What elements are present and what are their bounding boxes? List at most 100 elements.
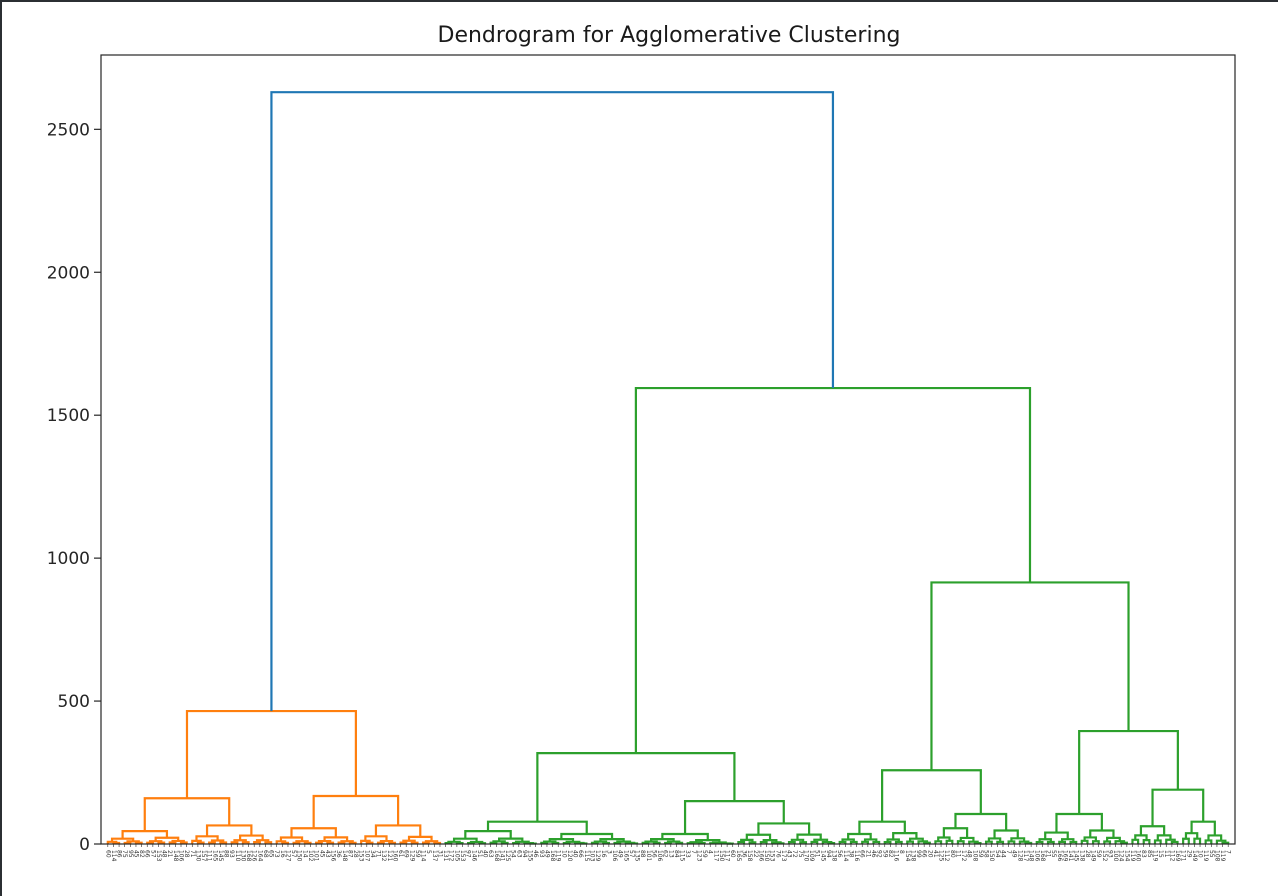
x-leaf-label: 54 xyxy=(994,850,1001,858)
x-leaf-label: 150 xyxy=(718,850,725,862)
dendrogram-link-49 xyxy=(399,841,408,844)
x-leaf-label: 103 xyxy=(588,850,595,862)
x-leaf-label: 106 xyxy=(611,850,618,862)
x-leaf-label: 132 xyxy=(380,850,387,862)
x-leaf-label: 3 xyxy=(605,850,612,854)
dendrogram-link-22 xyxy=(233,839,247,843)
x-leaf-label: 115 xyxy=(679,850,686,862)
dendrogram-link-65 xyxy=(452,837,478,842)
x-leaf-label: 72 xyxy=(791,850,798,858)
x-leaf-label: 124 xyxy=(1118,850,1125,862)
x-leaf-label: 57 xyxy=(290,850,297,858)
x-leaf-label: 110 xyxy=(234,850,241,862)
x-leaf-label: 76 xyxy=(774,850,781,858)
x-leaf-label: 11 xyxy=(1163,850,1170,858)
x-leaf-label: 11 xyxy=(954,850,961,858)
x-leaf-label: 54 xyxy=(510,850,517,858)
dendrogram-link-178 xyxy=(1131,838,1140,844)
x-leaf-label: 88 xyxy=(639,850,646,858)
x-leaf-label: 128 xyxy=(1016,850,1023,862)
x-leaf-label: 116 xyxy=(853,850,860,862)
dendrogram-link-172 xyxy=(1103,840,1112,844)
x-leaf-label: 148 xyxy=(341,850,348,862)
x-leaf-label: 48 xyxy=(966,850,973,858)
dendrogram-link-56 xyxy=(374,824,422,837)
x-leaf-label: 49 xyxy=(543,850,550,858)
dendrogram-link-163 xyxy=(1046,840,1055,844)
x-leaf-label: 15 xyxy=(1157,850,1164,858)
x-leaf-label: 59 xyxy=(701,850,708,858)
x-leaf-label: 108 xyxy=(1213,850,1220,862)
x-leaf-label: 82 xyxy=(887,850,894,858)
x-leaf-label: 119 xyxy=(1129,850,1136,862)
x-leaf-label: 138 xyxy=(831,850,838,862)
x-leaf-label: 101 xyxy=(645,850,652,862)
dendrogram-link-153 xyxy=(996,840,1005,844)
x-leaf-label: 115 xyxy=(583,850,590,862)
chart-title: Dendrogram for Agglomerative Clustering xyxy=(438,23,901,48)
x-leaf-label: 130 xyxy=(194,850,201,862)
dendrogram-link-95 xyxy=(644,840,658,843)
x-leaf-label: 114 xyxy=(842,850,849,862)
x-leaf-label: 7 xyxy=(1225,850,1232,854)
dendrogram-link-108 xyxy=(661,832,709,841)
dendrogram-link-182 xyxy=(1170,840,1179,844)
x-leaf-label: 57 xyxy=(149,850,156,858)
x-leaf-label: 45 xyxy=(132,850,139,858)
x-leaf-label: 86 xyxy=(116,850,123,858)
plot-frame xyxy=(100,54,1236,845)
dendrogram-link-155 xyxy=(1007,840,1016,844)
x-leaf-label: 82 xyxy=(138,850,145,858)
dendrogram-link-8 xyxy=(148,840,163,843)
dendrogram-link-150 xyxy=(959,836,975,842)
x-leaf-label: 93 xyxy=(538,850,545,858)
dendrogram-link-11 xyxy=(171,839,185,843)
x-leaf-label: 83 xyxy=(1140,850,1147,858)
x-leaf-label: 94 xyxy=(825,850,832,858)
dendrogram-link-187 xyxy=(1193,837,1202,844)
dendrogram-link-161 xyxy=(881,769,982,822)
dendrogram-link-9 xyxy=(168,841,177,844)
x-leaf-label: 160 xyxy=(391,850,398,862)
dendrogram-link-26 xyxy=(239,834,264,841)
x-leaf-label: 157 xyxy=(200,850,207,862)
x-leaf-label: 66 xyxy=(859,850,866,858)
x-leaf-label: 148 xyxy=(172,850,179,862)
dendrogram-link-189 xyxy=(1204,839,1213,844)
x-leaf-label: 152 xyxy=(1101,850,1108,862)
x-leaf-label: 14 xyxy=(301,850,308,858)
x-leaf-label: 49 xyxy=(1011,850,1018,858)
x-leaf-label: 62 xyxy=(662,850,669,858)
dendrogram-link-20 xyxy=(230,841,239,844)
dendrogram-link-132 xyxy=(872,840,881,844)
x-leaf-label: 71 xyxy=(375,850,382,858)
dendrogram-link-10 xyxy=(179,841,188,844)
x-leaf-label: 34 xyxy=(369,850,376,858)
x-leaf-label: 4 xyxy=(707,850,714,854)
dendrogram-link-57 xyxy=(312,794,400,829)
x-leaf-label: 164 xyxy=(256,850,263,862)
dendrogram-link-140 xyxy=(917,840,929,844)
dendrogram-link-30 xyxy=(275,840,287,844)
dendrogram-link-191 xyxy=(1215,839,1227,844)
x-leaf-label: 130 xyxy=(239,850,246,862)
x-leaf-label: 60 xyxy=(104,850,111,858)
x-leaf-label: 7 xyxy=(690,850,697,854)
x-leaf-label: 141 xyxy=(498,850,505,862)
dendrogram-link-66 xyxy=(489,841,498,844)
dendrogram-link-142 xyxy=(892,832,918,840)
x-leaf-label: 111 xyxy=(206,850,213,862)
dendrogram-link-109 xyxy=(737,841,746,844)
y-tick-label: 500 xyxy=(58,692,90,712)
dendrogram-link-17 xyxy=(219,841,228,844)
x-leaf-label: 13 xyxy=(667,850,674,858)
x-leaf-label: 145 xyxy=(1073,850,1080,862)
x-leaf-label: 10 xyxy=(560,850,567,858)
x-leaf-label: 129 xyxy=(408,850,415,862)
dendrogram-link-195 xyxy=(1078,729,1179,814)
x-leaf-label: 100 xyxy=(1112,850,1119,862)
x-leaf-label: 114 xyxy=(110,850,117,862)
x-leaf-label: 155 xyxy=(527,850,534,862)
x-leaf-label: 119 xyxy=(1219,850,1226,862)
x-leaf-label: 165 xyxy=(211,850,218,862)
